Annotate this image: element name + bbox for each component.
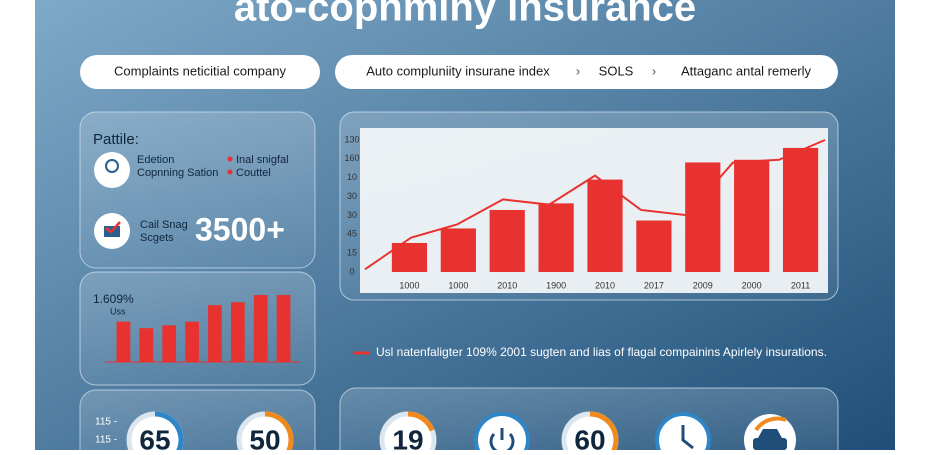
mini-label: 1.609% — [93, 292, 134, 306]
y-tick-label: 130 — [344, 134, 359, 144]
gauge-arc — [264, 411, 294, 455]
y-tick-label: 15 — [347, 248, 357, 258]
y-tick-label: 30 — [347, 191, 357, 201]
trend-line — [364, 139, 826, 271]
bar — [489, 209, 525, 272]
x-tick-label: 2000 — [742, 280, 762, 290]
x-tick-label: 2010 — [497, 280, 517, 290]
profile-text: Inal snigfal — [236, 154, 289, 166]
mini-sublabel: Uss — [110, 306, 126, 316]
gauge-value: 50 — [249, 424, 280, 450]
mini-bar — [139, 328, 154, 362]
y-tick-label: 160 — [344, 153, 359, 163]
gauge-value: 60 — [574, 424, 605, 450]
bar — [538, 203, 574, 272]
bar — [782, 147, 819, 272]
stat-text: Scgets — [140, 232, 174, 244]
clock-icon — [655, 412, 711, 455]
icon — [94, 152, 130, 188]
bar — [587, 179, 623, 272]
gauge-value: 65 — [139, 424, 170, 450]
profile-card — [79, 111, 316, 269]
mini-bar — [116, 321, 131, 362]
gauge-value: 19 — [392, 424, 423, 450]
icon-check — [105, 221, 121, 234]
bar — [636, 220, 672, 272]
y-tick-label: 45 — [347, 229, 357, 239]
nav-pill[interactable] — [80, 55, 320, 89]
stat-text: Cail Snag — [140, 219, 188, 231]
bar — [734, 159, 770, 272]
title: ato-copnminy insurance — [234, 0, 696, 30]
y-tick-label: 0 — [349, 266, 354, 276]
mini-bar — [162, 325, 177, 362]
bar — [440, 228, 476, 272]
gauge-label: 115 - — [95, 417, 117, 428]
bar — [685, 162, 721, 272]
x-tick-label: 1000 — [448, 280, 468, 290]
stat-value: 3500+ — [195, 211, 285, 247]
mini-bar — [253, 295, 268, 362]
crumb[interactable]: Auto compluniity insurane index — [366, 63, 550, 78]
mini-bar — [185, 321, 199, 362]
x-tick-label: 2011 — [791, 280, 810, 290]
profile-title: Pattile: — [93, 131, 139, 148]
gauge-arc — [589, 411, 619, 455]
caption: Usl natenfaligter 109% 2001 sugten and l… — [376, 345, 827, 359]
chevron: › — [576, 63, 580, 78]
x-tick-label: 1900 — [546, 280, 566, 290]
x-tick-label: 2010 — [595, 280, 615, 290]
gauge-label: 115 - — [95, 435, 117, 446]
chevron: › — [652, 63, 656, 78]
gauge-arc — [407, 411, 435, 432]
breadcrumb — [335, 55, 838, 89]
x-tick-label: 1000 — [399, 280, 419, 290]
y-tick-label: 10 — [347, 172, 357, 182]
bullet — [227, 169, 233, 175]
mini-bar — [230, 302, 245, 362]
nav-label[interactable]: Complaints neticitial company — [114, 63, 286, 78]
bullet — [227, 156, 233, 162]
mini-bar — [276, 295, 291, 362]
profile-text: Copnning Sation — [137, 167, 218, 179]
car-icon — [744, 414, 796, 455]
profile-text: Edetion — [137, 154, 174, 166]
crumb[interactable]: Attaganc antal remerly — [681, 63, 812, 78]
power-icon — [474, 412, 530, 455]
profile-text: Couttel — [236, 167, 271, 179]
mini-bar — [208, 305, 222, 362]
x-tick-label: 2009 — [693, 280, 713, 290]
x-tick-label: 2017 — [644, 280, 664, 290]
y-tick-label: 30 — [347, 210, 357, 220]
icon-glyph — [105, 159, 119, 173]
crumb[interactable]: SOLS — [599, 63, 634, 78]
